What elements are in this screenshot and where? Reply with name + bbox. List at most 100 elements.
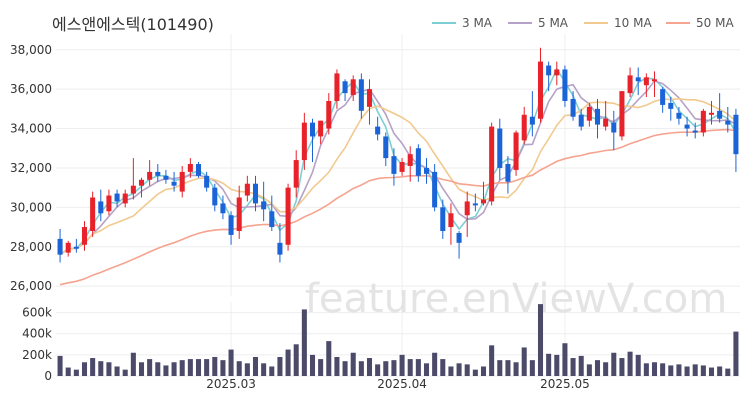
volume-tick-label: 400k [22,327,52,341]
candle-body [635,77,641,82]
candle-body [521,114,527,141]
volume-bar [480,366,487,376]
volume-bar [717,366,723,376]
volume-bar [562,343,568,376]
candle-body [106,195,112,212]
volume-bar [578,355,584,376]
volume-bar [358,361,364,376]
candle-body [366,89,373,107]
legend-3ma: 3 MA [432,16,492,30]
x-tick-label: 2025.03 [206,377,256,391]
volume-bar [285,349,291,376]
volume-bar [440,359,446,376]
candle-body [220,203,226,214]
candle-body [489,126,495,202]
volume-bar [448,366,454,376]
candle-body [98,201,104,214]
price-tick-label: 34,000 [10,122,52,136]
volume-bar [309,354,316,376]
volume-bar [244,363,250,376]
legend-5ma-label: 5 MA [538,16,569,30]
candle-body [733,114,739,155]
volume-bar [546,353,552,376]
price-tick-label: 32,000 [10,161,52,175]
volume-bar [611,352,617,376]
volume-bar [81,362,88,376]
volume-bar [594,360,601,376]
candle-body [73,246,79,249]
volume-bar [122,369,128,376]
volume-tick-label: 0 [44,369,52,383]
candle-body [81,227,88,245]
candle-body [309,122,316,137]
volume-bar [635,354,641,376]
volume-bar [643,363,649,376]
candle-body [114,193,120,202]
volume-bar [98,361,104,376]
volume-bar [195,359,202,376]
volume-tick-label: 600k [22,306,52,320]
volume-bar [489,345,495,376]
price-tick-label: 30,000 [10,200,52,214]
volume-bar [684,366,690,376]
volume-bar [407,359,413,376]
volume-bar [456,363,462,376]
candle-body [497,128,503,168]
candle-body [611,122,617,133]
candle-body [57,238,63,255]
legend-3ma-label: 3 MA [462,16,493,30]
candle-body [244,183,250,196]
volume-bar [733,331,739,376]
candle-body [456,232,462,243]
candle-body [350,79,356,96]
legend-10ma-swatch [584,22,608,24]
candle-body [326,100,332,129]
candle-body [578,114,584,127]
volume-bar [147,359,153,376]
volume-bar [570,358,576,376]
candle-body [619,91,625,137]
volume-bar [529,360,535,376]
legend-10ma: 10 MA [584,16,652,30]
candle-body [676,112,682,119]
volume-bar [521,347,527,376]
legend-50ma-swatch [666,22,690,24]
candle-body [130,185,136,194]
volume-bar [375,364,381,376]
volume-bar [432,352,438,376]
volume-bar [179,360,185,376]
volume-bar [399,354,405,376]
candle-body [252,183,259,204]
x-tick-label: 2025.04 [377,377,427,391]
candle-body [147,171,153,180]
candle-body [505,164,511,182]
candle-body [277,242,283,255]
volume-bar [220,360,226,376]
volume-bar [415,359,421,376]
candle-body [285,187,291,245]
candle-body [334,73,340,101]
candle-body [415,148,421,176]
volume-bar [391,360,397,376]
volume-bar [65,367,71,376]
volume-bar [464,364,470,376]
volume-bar [187,359,193,376]
volume-bar [342,361,348,376]
candle-body [700,110,706,133]
volume-bar [603,362,609,376]
candle-body [537,61,544,119]
volume-bar [366,358,373,376]
legend-3ma-swatch [432,22,456,24]
volume-bar [700,365,706,376]
volume-bar [114,366,120,376]
candle-body [195,164,202,176]
volume-bar [228,349,234,376]
volume-panel [56,302,740,376]
candle-body [90,197,96,231]
volume-bar [537,304,544,376]
chart-title: 에스앤에스텍(101490) [52,15,214,34]
candle-body [236,197,242,231]
volume-bar [106,362,112,376]
candle-body [293,160,299,188]
